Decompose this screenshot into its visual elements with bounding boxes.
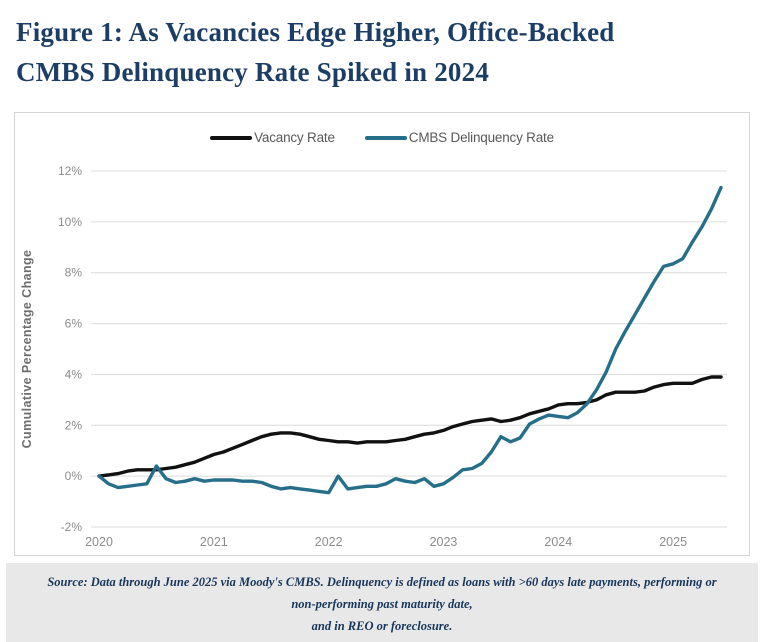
y-tick-label: 2% [65, 418, 83, 432]
vacancy-rate-legend-label: Vacancy Rate [254, 130, 335, 145]
legend-item-cmbs-delinquency-rate: CMBS Delinquency Rate [364, 130, 554, 145]
legend-item-vacancy-rate: Vacancy Rate [210, 130, 335, 145]
vacancy-rate-swatch [210, 135, 253, 140]
figure-title-line-1: Figure 1: As Vacancies Edge Higher, Offi… [16, 17, 615, 47]
x-tick-label: 2020 [85, 535, 113, 549]
y-axis-title: Cumulative Percentage Change [20, 250, 34, 449]
y-tick-label: 4% [65, 367, 83, 381]
figure-title: Figure 1: As Vacancies Edge Higher, Offi… [0, 0, 764, 92]
source-note-line-1: Source: Data through June 2025 via Moody… [47, 575, 717, 611]
cmbs-delinquency-rate-legend-label: CMBS Delinquency Rate [408, 130, 554, 145]
cmbs-delinquency-rate-line [97, 185, 723, 495]
figure-title-line-2: CMBS Delinquency Rate Spiked in 2024 [16, 57, 490, 87]
chart-panel: Vacancy Rate CMBS Delinquency Rate 12% 10… [14, 112, 750, 556]
source-note-line-2: and in REO or foreclosure. [311, 618, 453, 633]
x-tick-label: 2024 [544, 535, 572, 549]
source-note: Source: Data through June 2025 via Moody… [6, 563, 758, 642]
cmbs-delinquency-rate-swatch [364, 135, 407, 140]
y-tick-label: 8% [65, 266, 83, 280]
y-tick-label: 0% [65, 469, 83, 483]
x-tick-label: 2023 [430, 535, 458, 549]
x-tick-label: 2021 [200, 535, 228, 549]
chart-area: 12% 10% 8% 6% 4% 2% 0% -2% 2020 2021 2022 2023 2024 2… [15, 147, 749, 553]
y-tick-label: 6% [65, 317, 83, 331]
y-tick-label: 10% [58, 215, 82, 229]
chart-legend: Vacancy Rate CMBS Delinquency Rate [15, 113, 749, 147]
vacancy-rate-line [97, 375, 723, 478]
x-tick-label: 2025 [659, 535, 687, 549]
y-tick-label: -2% [61, 520, 83, 534]
x-tick-label: 2022 [315, 535, 343, 549]
y-tick-label: 12% [58, 164, 82, 178]
line-chart-svg: 12% 10% 8% 6% 4% 2% 0% -2%2020 2021 2022 2023 2024 2… [20, 164, 727, 549]
